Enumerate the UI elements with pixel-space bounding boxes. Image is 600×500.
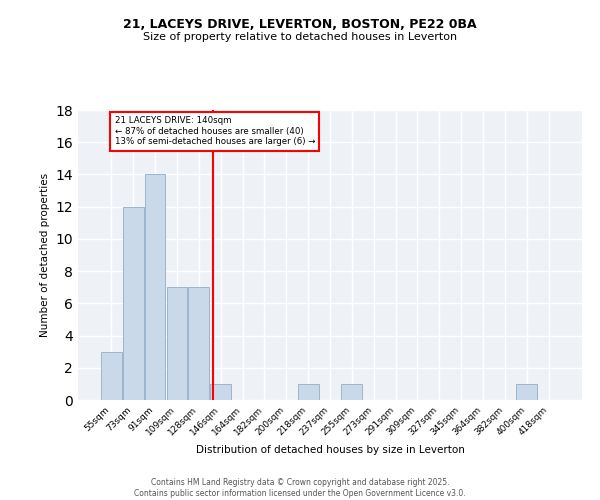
Text: Contains HM Land Registry data © Crown copyright and database right 2025.
Contai: Contains HM Land Registry data © Crown c… xyxy=(134,478,466,498)
Text: Size of property relative to detached houses in Leverton: Size of property relative to detached ho… xyxy=(143,32,457,42)
Text: 21 LACEYS DRIVE: 140sqm
← 87% of detached houses are smaller (40)
13% of semi-de: 21 LACEYS DRIVE: 140sqm ← 87% of detache… xyxy=(115,116,315,146)
Bar xyxy=(341,384,362,400)
Bar xyxy=(517,384,537,400)
Bar xyxy=(188,287,209,400)
Bar xyxy=(145,174,166,400)
Bar xyxy=(167,287,187,400)
Bar xyxy=(101,352,122,400)
Bar xyxy=(210,384,231,400)
Text: 21, LACEYS DRIVE, LEVERTON, BOSTON, PE22 0BA: 21, LACEYS DRIVE, LEVERTON, BOSTON, PE22… xyxy=(123,18,477,30)
X-axis label: Distribution of detached houses by size in Leverton: Distribution of detached houses by size … xyxy=(196,446,464,456)
Y-axis label: Number of detached properties: Number of detached properties xyxy=(40,173,50,337)
Bar xyxy=(123,206,143,400)
Bar xyxy=(298,384,319,400)
